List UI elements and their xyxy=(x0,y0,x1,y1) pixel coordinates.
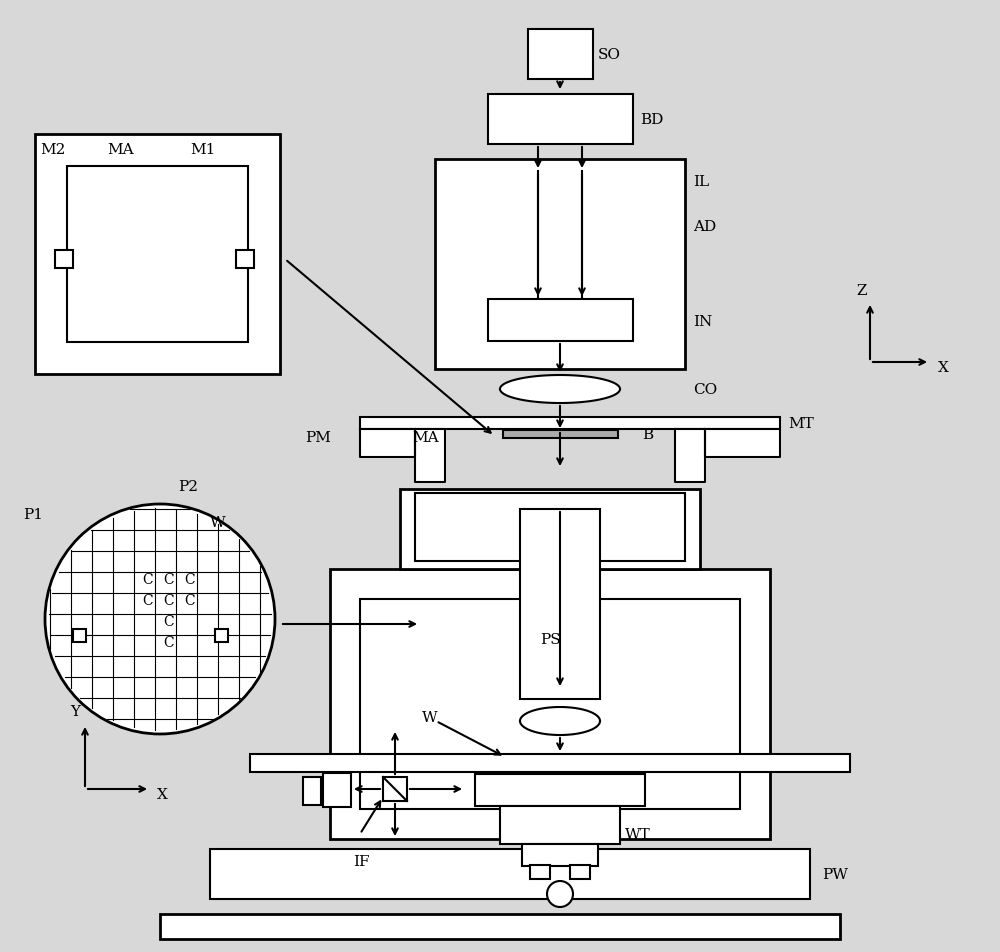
Bar xyxy=(400,489,700,569)
Text: Z: Z xyxy=(857,284,867,298)
Polygon shape xyxy=(500,376,620,404)
Bar xyxy=(475,774,645,806)
Text: MA: MA xyxy=(413,430,439,445)
Text: Y: Y xyxy=(70,704,80,718)
Text: C: C xyxy=(164,572,174,586)
Text: MA: MA xyxy=(107,143,134,157)
Bar xyxy=(528,30,592,80)
Bar xyxy=(488,95,633,145)
Text: MT: MT xyxy=(788,417,814,430)
Text: C: C xyxy=(185,572,195,586)
Bar xyxy=(360,418,780,429)
Bar xyxy=(160,914,840,939)
Circle shape xyxy=(547,881,573,907)
Bar xyxy=(500,806,620,844)
Bar xyxy=(435,160,685,369)
Text: P1: P1 xyxy=(23,507,43,522)
Bar xyxy=(488,300,633,342)
Text: C: C xyxy=(164,593,174,607)
Text: W: W xyxy=(210,515,226,529)
Text: BD: BD xyxy=(640,113,664,127)
Text: X: X xyxy=(938,361,949,374)
Polygon shape xyxy=(520,707,600,735)
Polygon shape xyxy=(415,429,445,483)
Bar xyxy=(570,865,590,879)
Bar xyxy=(250,754,850,772)
Bar xyxy=(520,509,600,700)
Text: IN: IN xyxy=(693,315,712,328)
Text: W: W xyxy=(422,710,438,724)
Text: M2: M2 xyxy=(40,143,65,157)
Bar xyxy=(522,844,598,866)
Text: WT: WT xyxy=(625,827,651,842)
Text: PM: PM xyxy=(305,430,331,445)
Text: IL: IL xyxy=(693,175,709,188)
Bar xyxy=(303,777,321,805)
Bar xyxy=(215,629,228,643)
Text: PW: PW xyxy=(822,867,848,881)
Text: P2: P2 xyxy=(178,480,198,493)
Bar xyxy=(67,167,248,343)
Bar xyxy=(73,629,86,643)
Bar xyxy=(236,250,254,268)
Text: CO: CO xyxy=(693,383,717,397)
Bar xyxy=(330,569,770,839)
Text: C: C xyxy=(143,572,153,586)
Polygon shape xyxy=(675,429,705,483)
Bar xyxy=(503,430,618,439)
Text: PS: PS xyxy=(540,632,561,646)
Bar xyxy=(210,849,810,899)
Text: C: C xyxy=(185,593,195,607)
Text: X: X xyxy=(157,787,168,802)
Polygon shape xyxy=(705,429,780,458)
Text: C: C xyxy=(164,635,174,649)
Text: SO: SO xyxy=(598,48,620,62)
Bar xyxy=(383,777,407,802)
Text: AD: AD xyxy=(693,220,716,234)
Bar xyxy=(360,600,740,809)
Circle shape xyxy=(45,505,275,734)
Text: B: B xyxy=(642,427,654,442)
Text: IF: IF xyxy=(353,854,370,868)
Text: C: C xyxy=(143,593,153,607)
Bar xyxy=(323,773,351,807)
Bar xyxy=(415,493,685,562)
Text: M1: M1 xyxy=(190,143,215,157)
Polygon shape xyxy=(360,429,415,458)
Bar xyxy=(530,865,550,879)
Text: C: C xyxy=(164,614,174,628)
Bar xyxy=(55,250,73,268)
Bar xyxy=(35,135,280,374)
